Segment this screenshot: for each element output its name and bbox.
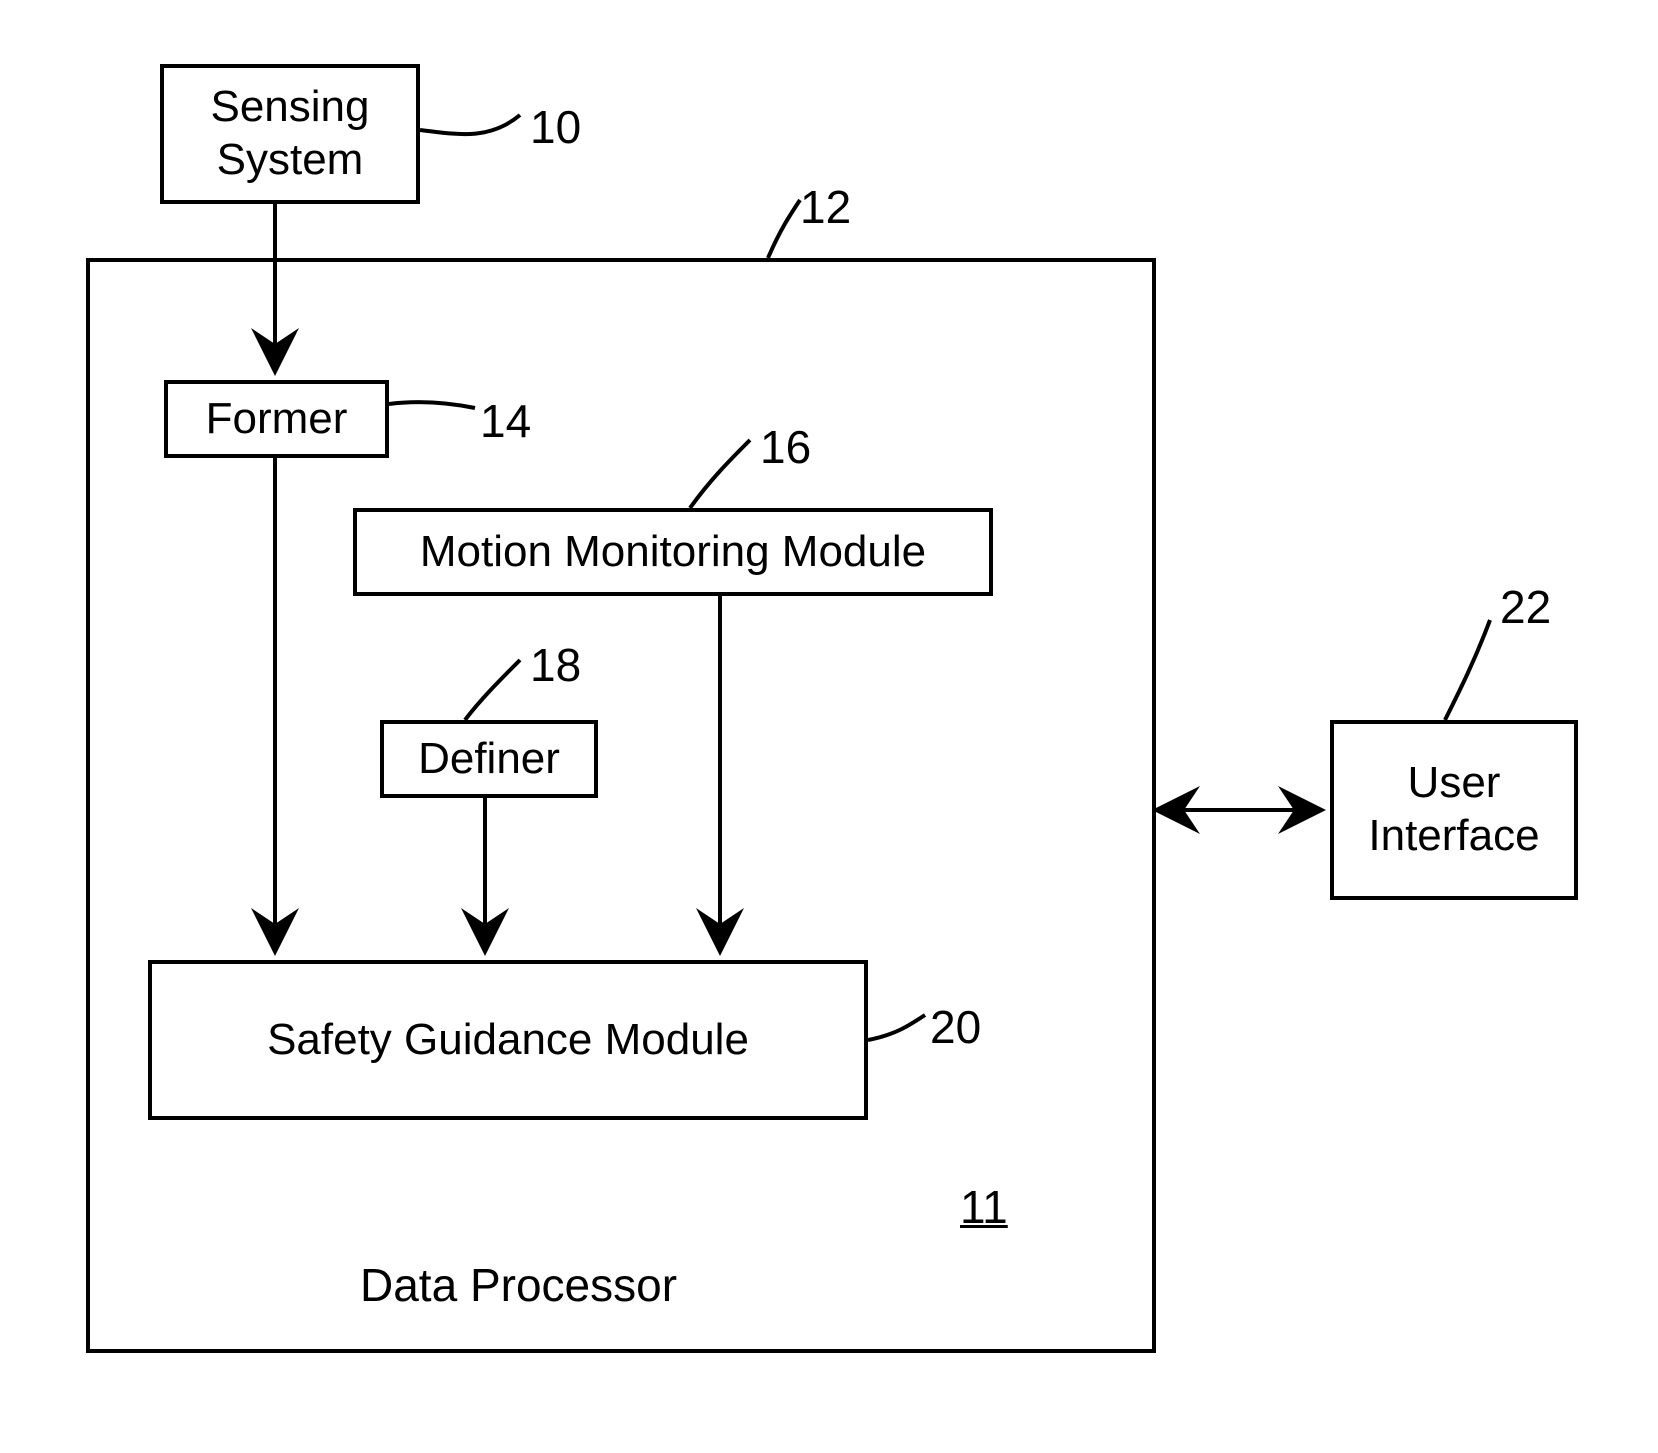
safety-guidance-box: Safety Guidance Module (148, 960, 868, 1120)
ref-18: 18 (530, 638, 581, 692)
ref-22: 22 (1500, 580, 1551, 634)
ref-20: 20 (930, 1000, 981, 1054)
motion-monitoring-box: Motion Monitoring Module (353, 508, 993, 596)
motion-monitoring-label: Motion Monitoring Module (420, 526, 926, 579)
ref-10: 10 (530, 100, 581, 154)
ref-11: 11 (960, 1180, 1008, 1234)
safety-guidance-label: Safety Guidance Module (267, 1014, 749, 1067)
leader-data-processor (768, 200, 800, 258)
sensing-system-label: Sensing System (210, 81, 369, 187)
ref-12: 12 (800, 180, 851, 234)
user-interface-label: User Interface (1368, 757, 1539, 863)
data-processor-label: Data Processor (360, 1258, 677, 1312)
former-label: Former (206, 393, 348, 446)
sensing-system-box: Sensing System (160, 64, 420, 204)
leader-user-interface (1445, 620, 1490, 720)
definer-label: Definer (418, 733, 560, 786)
leader-sensing (420, 115, 520, 134)
definer-box: Definer (380, 720, 598, 798)
ref-16: 16 (760, 420, 811, 474)
user-interface-box: User Interface (1330, 720, 1578, 900)
former-box: Former (164, 380, 389, 458)
ref-14: 14 (480, 394, 531, 448)
